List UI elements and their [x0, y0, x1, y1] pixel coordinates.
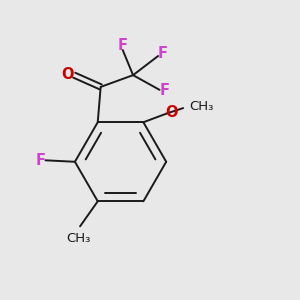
Text: F: F	[35, 153, 45, 168]
Text: O: O	[61, 67, 74, 82]
Text: CH₃: CH₃	[189, 100, 213, 113]
Text: CH₃: CH₃	[66, 232, 91, 244]
Text: F: F	[158, 46, 168, 61]
Text: F: F	[160, 83, 170, 98]
Text: F: F	[118, 38, 128, 53]
Text: O: O	[165, 105, 178, 120]
